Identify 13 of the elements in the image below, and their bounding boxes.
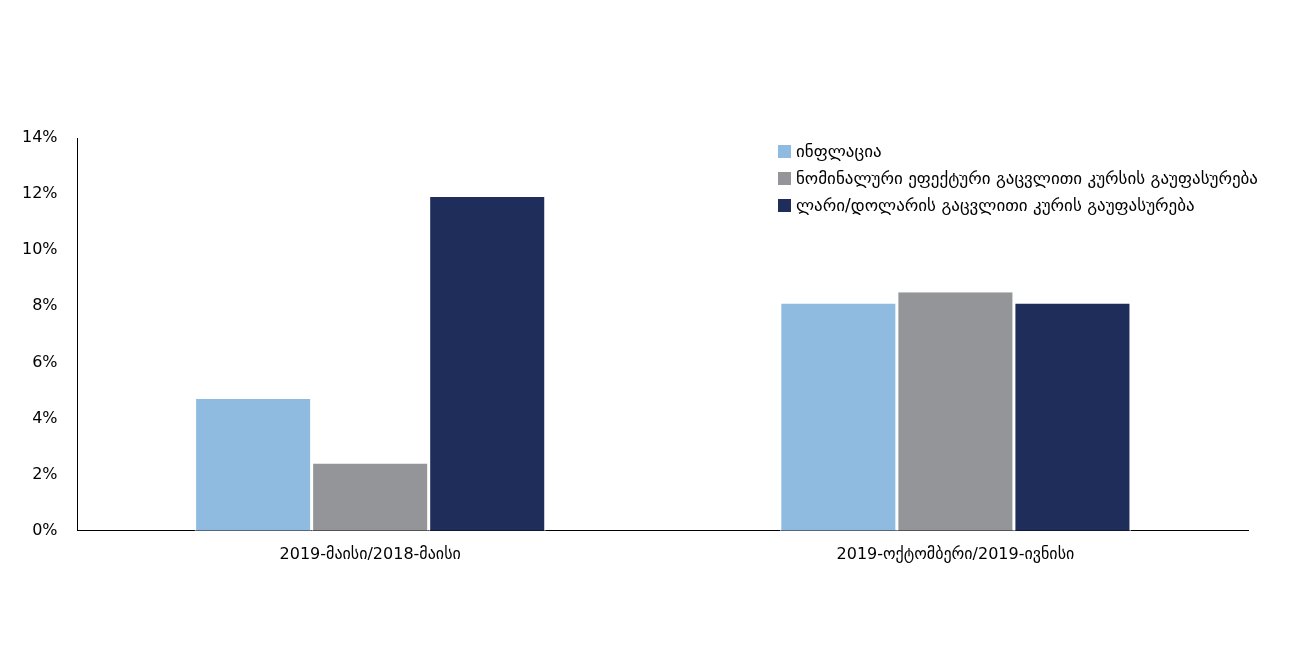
y-tick-label: 2% bbox=[32, 463, 58, 483]
legend-label: ინფლაცია bbox=[795, 140, 882, 163]
x-tick-label: 2019-მაისი/2018-მაისი bbox=[279, 543, 461, 563]
y-tick-label: 10% bbox=[22, 239, 58, 259]
y-tick-label: 14% bbox=[22, 127, 58, 147]
y-tick-label: 12% bbox=[22, 183, 58, 203]
legend-label: ნომინალური ეფექტური გაცვლითი კურსის გაუფასურება bbox=[795, 167, 1258, 190]
y-tick-label: 0% bbox=[32, 519, 58, 539]
y-tick-label: 4% bbox=[32, 407, 58, 427]
x-tick-label: 2019-ოქტომბერი/2019-ივნისი bbox=[836, 543, 1075, 563]
y-tick-label: 8% bbox=[32, 295, 58, 315]
legend-label: ლარი/დოლარის გაცვლითი კურის გაუფასურება bbox=[795, 194, 1195, 217]
y-tick-label: 6% bbox=[32, 351, 58, 371]
